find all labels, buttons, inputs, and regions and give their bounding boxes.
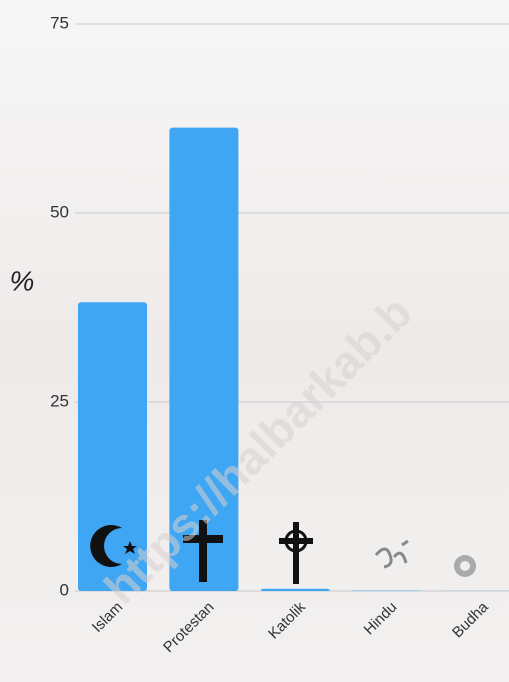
y-tick-label: 25: [50, 391, 69, 410]
flower-icon: [460, 561, 470, 571]
om-icon: [374, 539, 409, 569]
celtic-cross-icon: [279, 538, 313, 544]
bar: [78, 302, 147, 591]
y-tick-label: 50: [50, 202, 69, 221]
y-tick-label: 75: [50, 13, 69, 32]
bar: [260, 588, 330, 591]
y-tick-label: 0: [60, 580, 69, 599]
crescent-icon: [90, 525, 122, 567]
celtic-cross-icon: [284, 529, 308, 553]
y-axis-label: %: [10, 265, 35, 296]
religion-icons: [90, 520, 476, 584]
cross-icon: [183, 535, 223, 543]
bar: [169, 127, 239, 592]
celtic-cross-icon: [293, 522, 299, 584]
cross-icon: [199, 520, 207, 582]
star-icon: [123, 541, 137, 554]
